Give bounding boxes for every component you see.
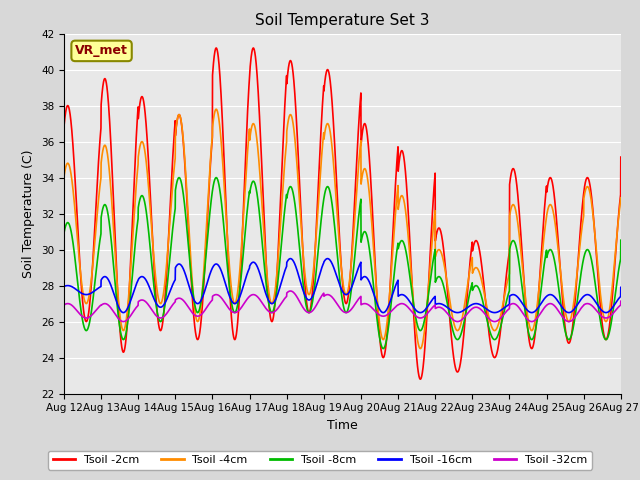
Tsoil -4cm <box>606 302 614 308</box>
Tsoil -16cm <box>546 292 554 298</box>
Tsoil -32cm <box>60 302 68 308</box>
Tsoil -32cm <box>565 319 573 324</box>
Line: Tsoil -4cm: Tsoil -4cm <box>64 109 621 348</box>
Tsoil -2cm <box>606 316 614 322</box>
Tsoil -4cm <box>298 233 306 239</box>
Tsoil -8cm <box>124 321 131 327</box>
Tsoil -4cm <box>417 346 424 351</box>
Tsoil -8cm <box>617 237 625 243</box>
Tsoil -4cm <box>547 202 554 207</box>
Line: Tsoil -8cm: Tsoil -8cm <box>64 178 621 348</box>
Tsoil -4cm <box>274 261 282 266</box>
Tsoil -32cm <box>124 317 131 323</box>
Tsoil -4cm <box>617 195 625 201</box>
Text: VR_met: VR_met <box>75 44 128 58</box>
Y-axis label: Soil Temperature (C): Soil Temperature (C) <box>22 149 35 278</box>
Tsoil -8cm <box>175 175 183 180</box>
Tsoil -32cm <box>274 306 282 312</box>
Tsoil -16cm <box>60 284 68 289</box>
Line: Tsoil -2cm: Tsoil -2cm <box>64 48 621 379</box>
Tsoil -2cm <box>60 123 68 129</box>
Line: Tsoil -16cm: Tsoil -16cm <box>64 259 621 312</box>
Tsoil -16cm <box>157 304 164 310</box>
Tsoil -8cm <box>60 230 68 236</box>
Tsoil -2cm <box>417 376 424 382</box>
Tsoil -16cm <box>617 285 625 290</box>
Tsoil -32cm <box>546 301 554 307</box>
Tsoil -2cm <box>157 328 164 334</box>
Tsoil -2cm <box>212 45 220 51</box>
Tsoil -16cm <box>274 292 282 298</box>
Tsoil -2cm <box>617 154 625 160</box>
Tsoil -32cm <box>606 313 614 319</box>
Tsoil -16cm <box>287 256 294 262</box>
Tsoil -16cm <box>298 284 306 289</box>
Tsoil -8cm <box>298 269 306 275</box>
Tsoil -8cm <box>274 280 282 286</box>
Tsoil -2cm <box>298 228 306 234</box>
Tsoil -4cm <box>157 300 164 306</box>
Tsoil -8cm <box>547 247 554 252</box>
X-axis label: Time: Time <box>327 419 358 432</box>
Tsoil -32cm <box>287 288 294 294</box>
Tsoil -4cm <box>60 174 68 180</box>
Tsoil -4cm <box>124 306 131 312</box>
Tsoil -2cm <box>124 318 131 324</box>
Tsoil -2cm <box>547 175 554 180</box>
Tsoil -16cm <box>602 310 610 315</box>
Line: Tsoil -32cm: Tsoil -32cm <box>64 291 621 322</box>
Tsoil -8cm <box>606 325 614 331</box>
Legend: Tsoil -2cm, Tsoil -4cm, Tsoil -8cm, Tsoil -16cm, Tsoil -32cm: Tsoil -2cm, Tsoil -4cm, Tsoil -8cm, Tsoi… <box>48 451 592 469</box>
Tsoil -8cm <box>380 346 387 351</box>
Tsoil -16cm <box>124 306 131 312</box>
Title: Soil Temperature Set 3: Soil Temperature Set 3 <box>255 13 429 28</box>
Tsoil -4cm <box>212 107 220 112</box>
Tsoil -32cm <box>298 303 306 309</box>
Tsoil -8cm <box>157 319 164 324</box>
Tsoil -32cm <box>157 315 164 321</box>
Tsoil -2cm <box>274 257 282 263</box>
Tsoil -32cm <box>617 299 625 304</box>
Tsoil -16cm <box>606 308 614 313</box>
